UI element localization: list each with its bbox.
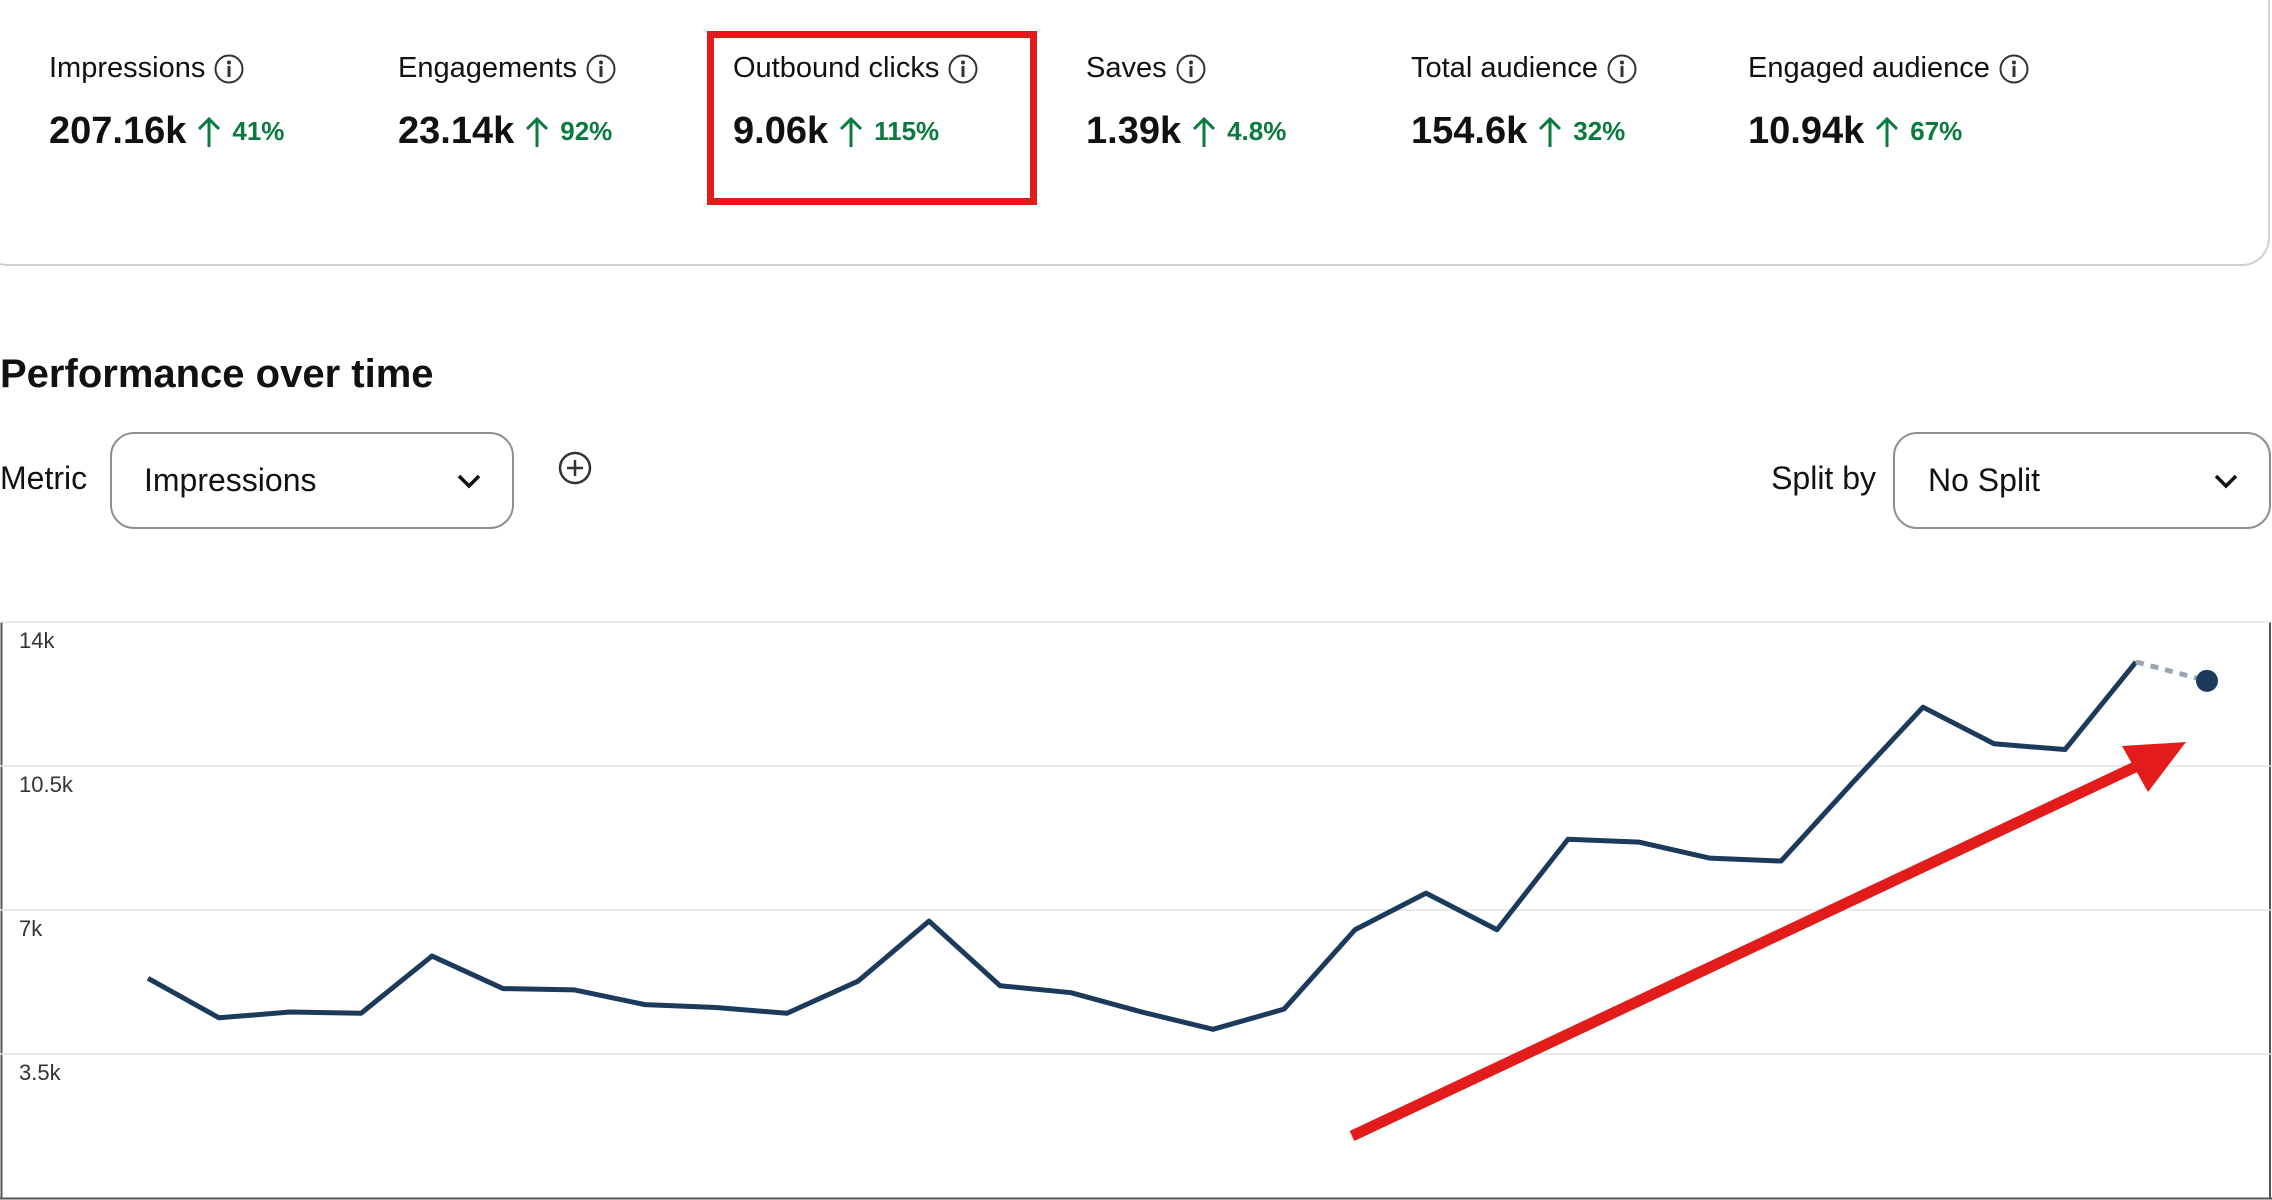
metrics-card <box>0 0 2270 266</box>
y-tick-label: 7k <box>19 916 43 941</box>
metric-change: 115% <box>874 116 940 146</box>
metric-value-row: 154.6k 32% <box>1411 110 1625 153</box>
metric-change: 32% <box>1573 116 1626 146</box>
y-tick-label: 10.5k <box>19 772 74 797</box>
metric-selected: Impressions <box>144 462 317 498</box>
metric-value-row: 9.06k 115% <box>733 110 939 153</box>
up-arrow-icon <box>1539 116 1562 147</box>
info-icon <box>1999 54 2029 83</box>
metric-label: Saves <box>1086 52 1207 85</box>
y-tick-label: 3.5k <box>19 1060 62 1085</box>
metric-name: Impressions <box>49 52 206 84</box>
info-icon <box>1176 54 1206 83</box>
metric-value: 1.39k <box>1086 110 1182 152</box>
split-label: Split by <box>1771 460 1876 496</box>
info-icon <box>948 54 978 83</box>
metric-value-row: 207.16k 41% <box>49 110 284 153</box>
metric-value: 207.16k <box>49 110 187 152</box>
metric-label: Outbound clicks <box>733 52 979 85</box>
data-point <box>2196 669 2218 692</box>
metric-label: Engagements <box>398 52 617 85</box>
section-title: Performance over time <box>0 352 434 396</box>
metric-change: 41% <box>232 116 285 146</box>
split-dropdown[interactable]: No Split <box>1893 432 2271 529</box>
metric-value: 9.06k <box>733 110 829 152</box>
up-arrow-icon <box>1876 116 1899 147</box>
metric-label: Total audience <box>1411 52 1638 85</box>
data-line <box>146 660 2138 1032</box>
metric-label: Engaged audience <box>1748 52 2030 85</box>
metric-value: 10.94k <box>1748 110 1865 152</box>
metric-dropdown[interactable]: Impressions <box>110 432 514 529</box>
metric-label: Metric <box>0 460 88 496</box>
metric-name: Engaged audience <box>1748 52 1990 84</box>
metric-change: 67% <box>1910 116 1963 146</box>
trend-arrow <box>1349 742 2186 1141</box>
chevron-icon <box>457 474 481 488</box>
info-icon <box>586 54 616 83</box>
metric-name: Engagements <box>398 52 577 84</box>
up-arrow-icon <box>198 116 221 147</box>
metric-value: 154.6k <box>1411 110 1528 152</box>
metric-name: Total audience <box>1411 52 1599 84</box>
split-selected: No Split <box>1928 462 2041 498</box>
metric-name: Saves <box>1086 52 1167 84</box>
up-arrow-icon <box>840 116 863 147</box>
info-icon <box>1607 54 1637 83</box>
projection-line <box>2135 659 2208 684</box>
metric-change: 92% <box>560 116 613 146</box>
metric-value-row: 23.14k 92% <box>398 110 612 153</box>
up-arrow-icon <box>526 116 549 147</box>
metric-change: 4.8% <box>1227 116 1287 146</box>
chevron-icon <box>2214 474 2238 488</box>
up-arrow-icon <box>1193 116 1216 147</box>
metric-value-row: 10.94k 67% <box>1748 110 1962 153</box>
y-tick-label: 14k <box>19 628 55 653</box>
metric-name: Outbound clicks <box>733 52 940 84</box>
info-icon <box>214 54 244 83</box>
add-metric-button[interactable] <box>557 450 593 486</box>
highlight-box <box>707 31 1037 205</box>
metric-value-row: 1.39k 4.8% <box>1086 110 1286 153</box>
metric-value: 23.14k <box>398 110 515 152</box>
metric-label: Impressions <box>49 52 245 85</box>
